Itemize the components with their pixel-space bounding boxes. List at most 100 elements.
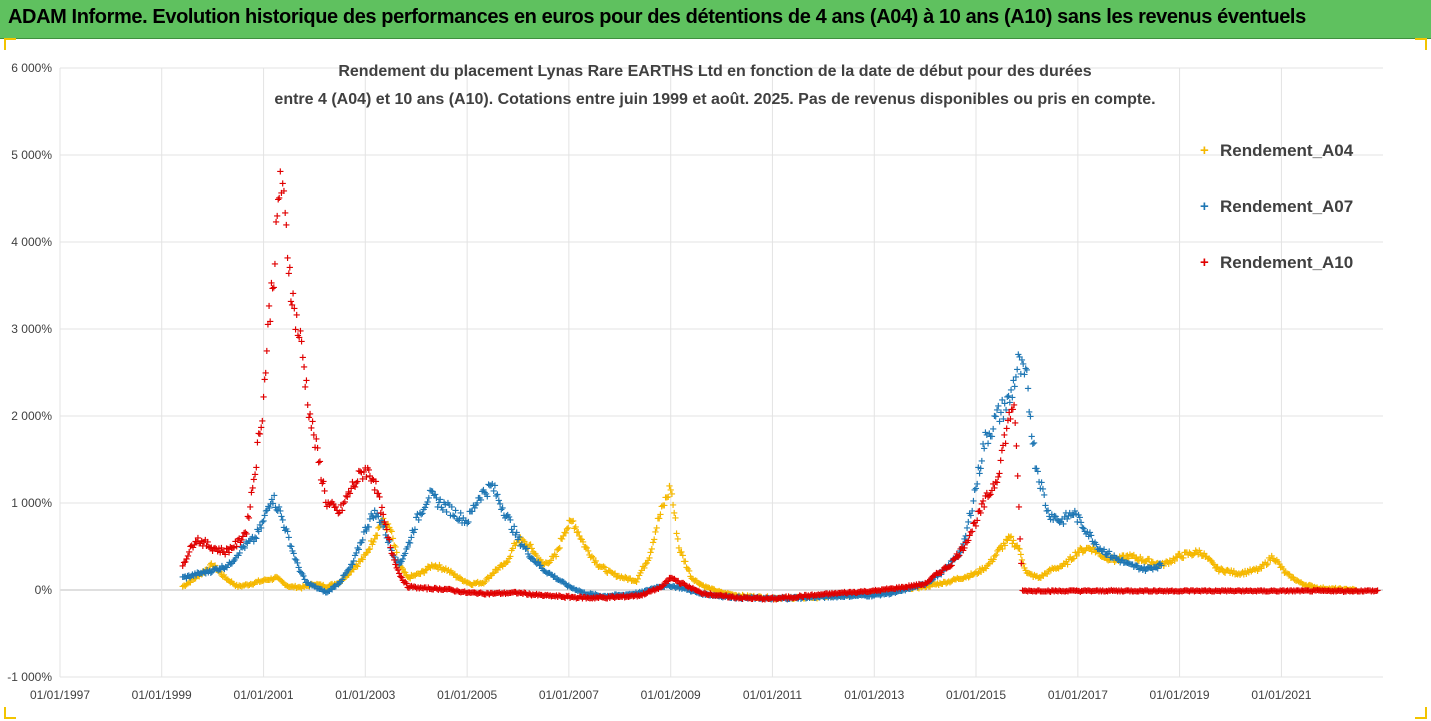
data-point: +	[611, 593, 619, 604]
data-point: +	[386, 525, 394, 536]
data-point: +	[897, 586, 905, 597]
data-point: +	[868, 588, 876, 599]
data-point: +	[459, 513, 467, 524]
data-point: +	[1242, 585, 1250, 596]
series-rendement_a04: ++++++++++++++++++++++++++++++++++++++++…	[179, 481, 1361, 605]
data-point: +	[328, 579, 336, 590]
data-point: +	[408, 526, 416, 537]
data-point: +	[1288, 586, 1296, 597]
data-point: +	[874, 585, 882, 596]
data-point: +	[434, 585, 442, 596]
data-point: +	[999, 538, 1007, 549]
data-point: +	[658, 582, 666, 593]
data-point: +	[1276, 562, 1284, 573]
data-point: +	[939, 565, 947, 576]
data-point: +	[1058, 514, 1066, 525]
data-point: +	[895, 586, 903, 597]
data-point: +	[1245, 586, 1253, 597]
data-point: +	[952, 574, 960, 585]
data-point: +	[617, 592, 625, 603]
data-point: +	[1018, 555, 1026, 566]
data-point: +	[983, 430, 991, 441]
data-point: +	[304, 581, 312, 592]
data-point: +	[542, 591, 550, 602]
data-point: +	[1196, 548, 1204, 559]
data-point: +	[1222, 566, 1230, 577]
data-point: +	[640, 563, 648, 574]
data-point: +	[686, 583, 694, 594]
data-point: +	[648, 586, 656, 597]
data-point: +	[949, 574, 957, 585]
data-point: +	[797, 592, 805, 603]
data-point: +	[425, 584, 433, 595]
data-point: +	[568, 592, 576, 603]
data-point: +	[823, 591, 831, 602]
data-point: +	[1081, 585, 1089, 596]
data-point: +	[253, 437, 261, 448]
data-point: +	[414, 582, 422, 593]
data-point: +	[773, 594, 781, 605]
data-point: +	[805, 593, 813, 604]
data-point: +	[250, 537, 258, 548]
data-point: +	[308, 581, 316, 592]
data-point: +	[294, 562, 302, 573]
data-point: +	[534, 591, 542, 602]
data-point: +	[738, 594, 746, 605]
data-point: +	[219, 571, 227, 582]
data-point: +	[411, 582, 419, 593]
data-point: +	[717, 592, 725, 603]
data-point: +	[717, 587, 725, 598]
data-point: +	[1087, 530, 1095, 541]
data-point: +	[1090, 545, 1098, 556]
data-point: +	[480, 579, 488, 590]
data-point: +	[443, 585, 451, 596]
data-point: +	[1036, 586, 1044, 597]
data-point: +	[392, 548, 400, 559]
frame-corner-top-right	[1415, 38, 1427, 50]
data-point: +	[1211, 585, 1219, 596]
data-point: +	[1184, 550, 1192, 561]
data-point: +	[1256, 562, 1264, 573]
data-point: +	[1225, 586, 1233, 597]
data-point: +	[758, 595, 766, 606]
data-point: +	[539, 591, 547, 602]
data-point: +	[1018, 586, 1026, 597]
data-point: +	[1117, 554, 1125, 565]
data-point: +	[280, 578, 288, 589]
data-point: +	[664, 492, 672, 503]
data-point: +	[575, 586, 583, 597]
data-point: +	[1020, 563, 1028, 574]
data-point: +	[621, 591, 629, 602]
data-point: +	[1218, 565, 1226, 576]
data-point: +	[808, 590, 816, 601]
data-point: +	[1045, 586, 1053, 597]
data-point: +	[416, 508, 424, 519]
data-point: +	[1044, 505, 1052, 516]
data-point: +	[407, 570, 415, 581]
data-point: +	[378, 516, 386, 527]
data-point: +	[977, 508, 985, 519]
data-point: +	[315, 584, 323, 595]
data-point: +	[574, 586, 582, 597]
data-point: +	[342, 572, 350, 583]
data-point: +	[927, 580, 935, 591]
data-point: +	[776, 593, 784, 604]
data-point: +	[205, 542, 213, 553]
data-point: +	[448, 568, 456, 579]
data-point: +	[845, 592, 853, 603]
data-point: +	[428, 584, 436, 595]
data-point: +	[355, 545, 363, 556]
data-point: +	[921, 582, 929, 593]
data-point: +	[714, 591, 722, 602]
data-point: +	[613, 592, 621, 603]
data-point: +	[714, 591, 722, 602]
data-point: +	[660, 582, 668, 593]
data-point: +	[1279, 564, 1287, 575]
data-point: +	[848, 592, 856, 603]
data-point: +	[850, 590, 858, 601]
data-point: +	[420, 504, 428, 515]
data-point: +	[812, 593, 820, 604]
data-point: +	[720, 592, 728, 603]
legend-marker-a10: +	[1200, 254, 1209, 271]
y-tick-label: 6 000%	[11, 61, 52, 75]
